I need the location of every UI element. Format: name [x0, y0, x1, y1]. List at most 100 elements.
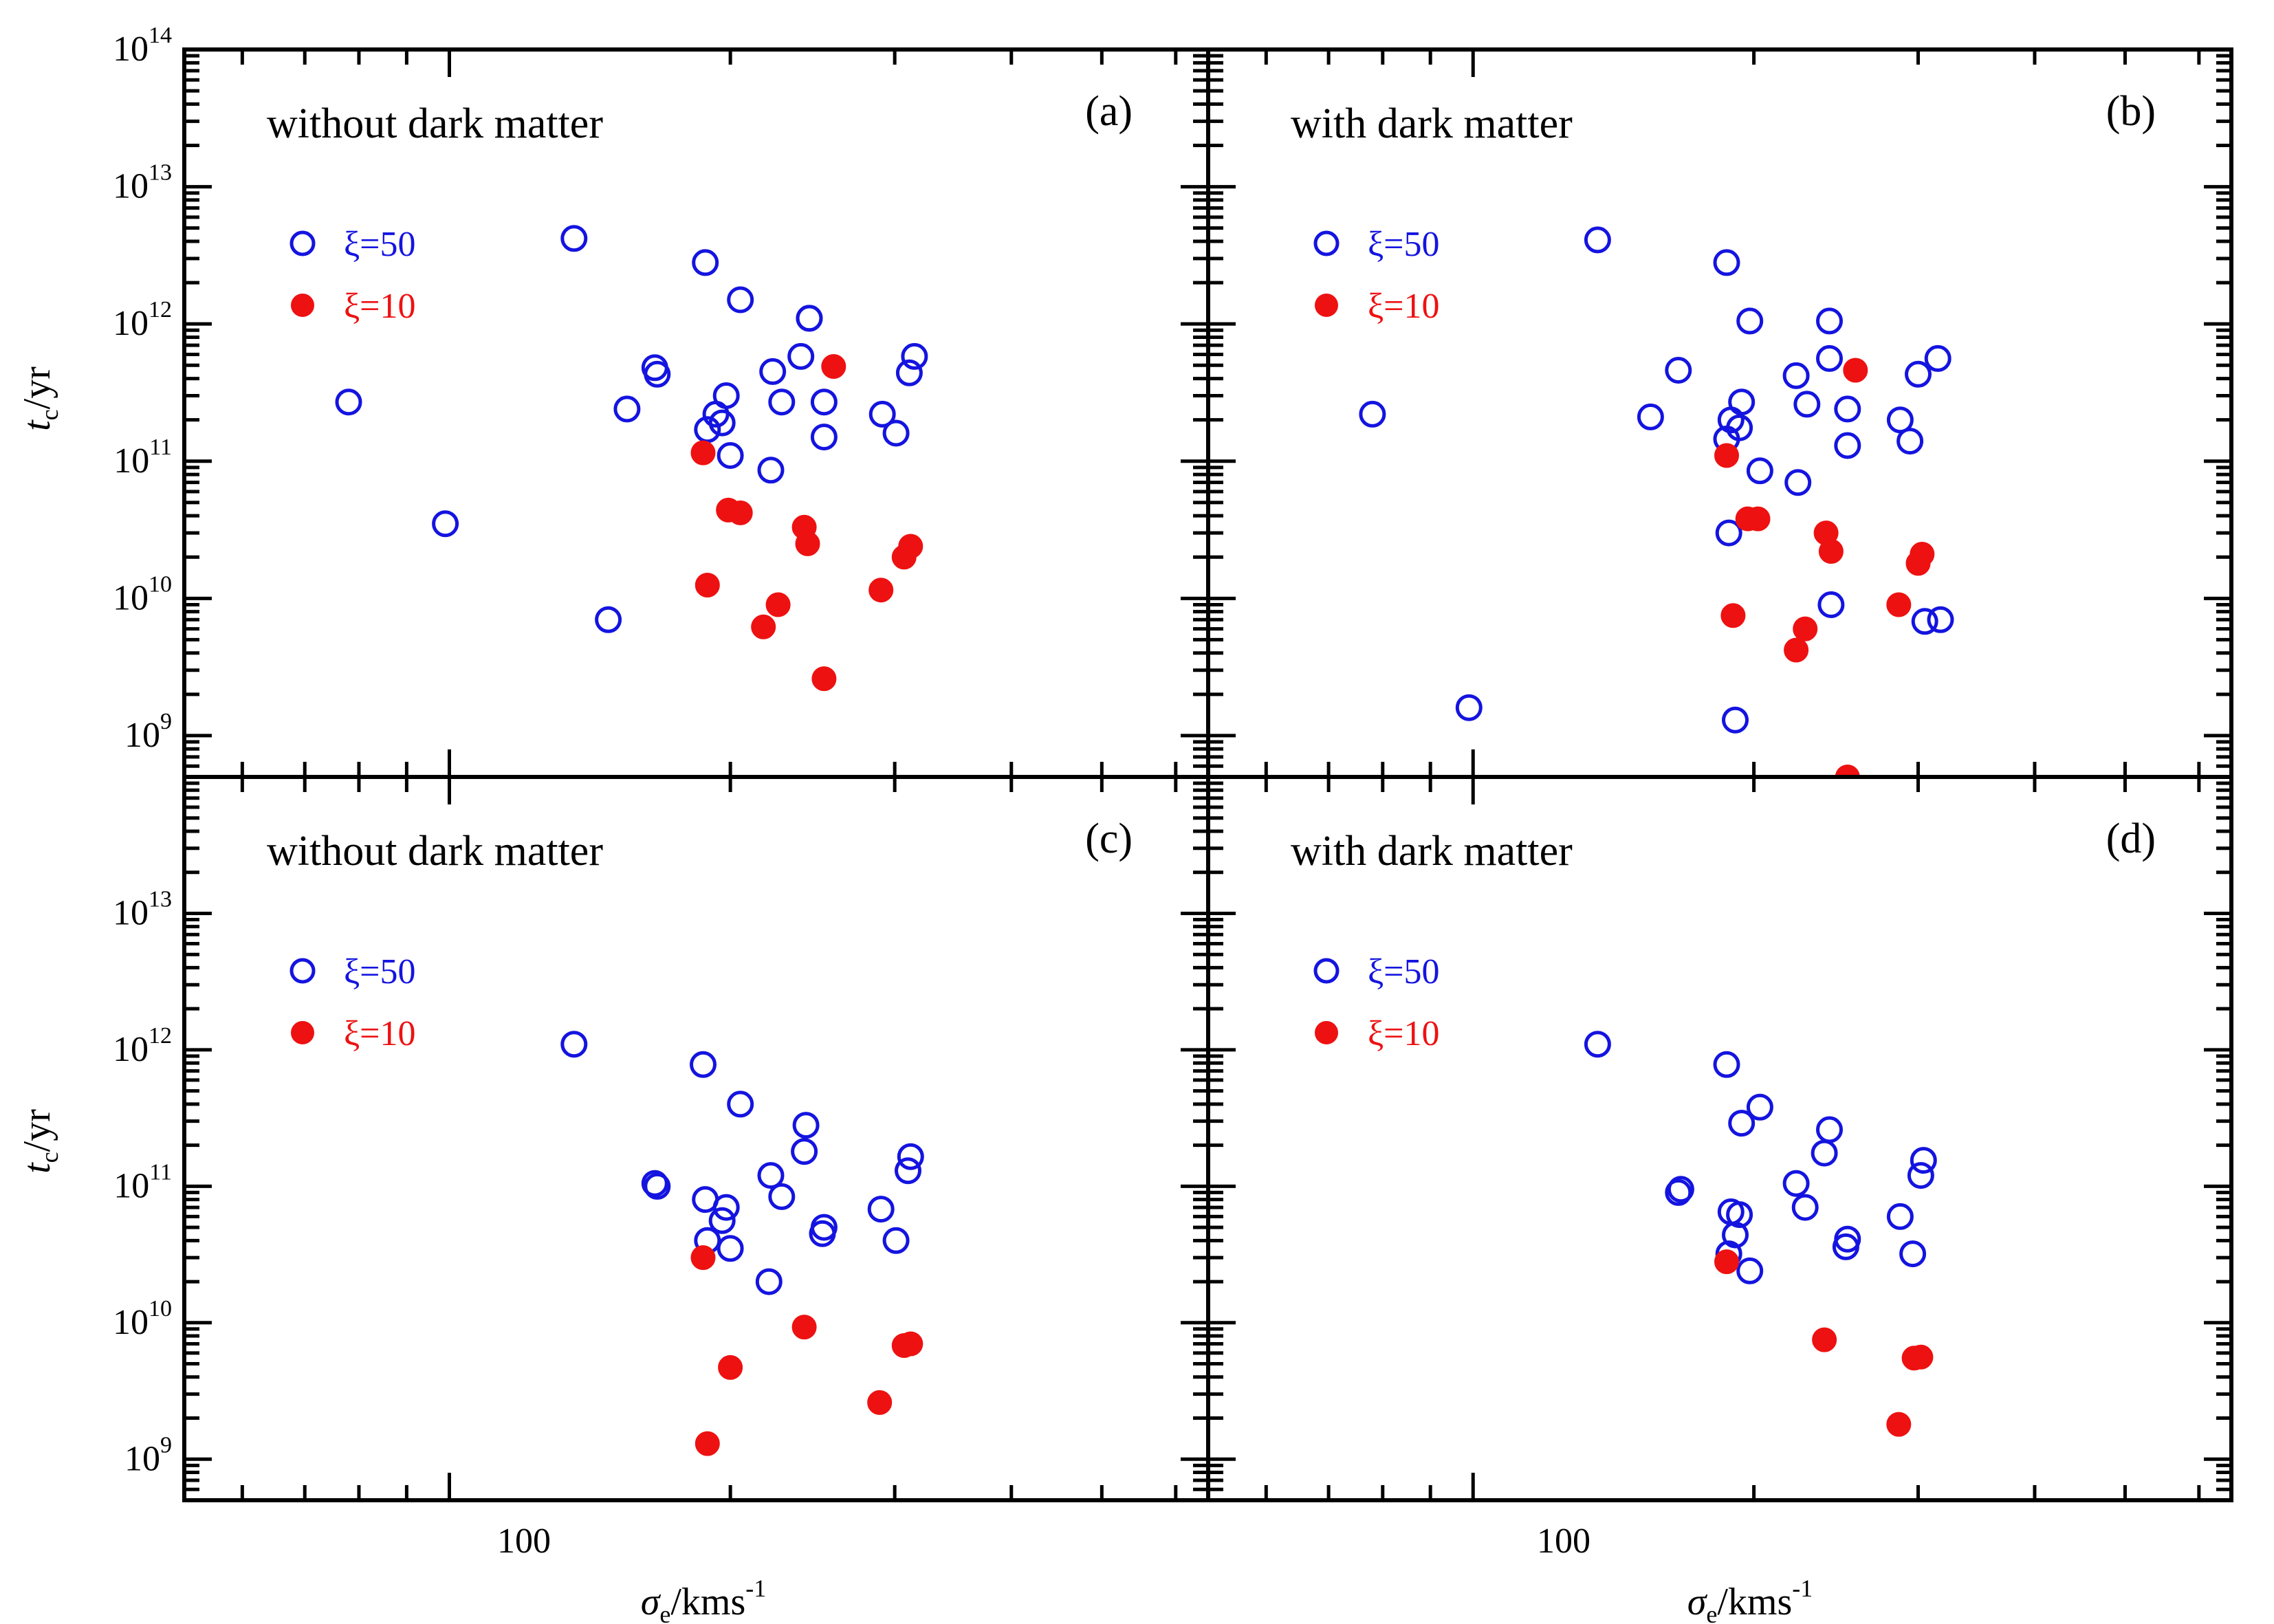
data-point-filled	[1843, 358, 1868, 383]
data-point-filled	[690, 440, 716, 465]
data-point-open	[1927, 606, 1954, 633]
y-tick-label: 1011	[113, 1159, 172, 1205]
panel-c: 109 1010 1011 1012 1013 without dark matter (c…	[113, 775, 1210, 1502]
data-point-open	[1728, 1110, 1756, 1137]
legend-label: ξ=10	[1368, 287, 1440, 326]
data-point-open	[757, 1162, 785, 1189]
y-tick-label: 1011	[113, 435, 172, 481]
legend-filled-circle-marker	[291, 294, 314, 317]
legend-filled-circle-marker	[291, 1021, 314, 1044]
data-point-open	[1784, 469, 1812, 496]
data-point-open	[708, 409, 736, 437]
data-point-open	[867, 1196, 895, 1223]
y-tick-label: 109	[124, 1432, 172, 1478]
data-point-open	[690, 1051, 717, 1078]
data-point-filled	[867, 1390, 893, 1415]
data-points	[335, 225, 928, 692]
data-point-open	[882, 419, 910, 447]
data-point-open	[727, 286, 754, 314]
panel-label: (c)	[1085, 815, 1133, 862]
y-tick-label: 1013	[113, 886, 172, 932]
data-point-open	[1834, 432, 1861, 459]
y-tick-label: 1012	[113, 1023, 172, 1069]
data-point-open	[895, 1157, 921, 1185]
data-point-open	[1896, 428, 1924, 455]
data-point-open	[1816, 344, 1843, 372]
data-point-open	[1905, 360, 1932, 388]
data-point-filled	[695, 573, 720, 597]
data-point-open	[895, 359, 923, 386]
data-point-open	[712, 1194, 740, 1221]
data-point-open	[727, 1090, 754, 1118]
data-point-filled	[811, 666, 837, 692]
data-point-open	[1791, 1194, 1819, 1221]
data-point-open	[1911, 608, 1938, 635]
y-axis-title-bottom: tc/yr	[16, 1109, 63, 1174]
data-point-open	[708, 1207, 736, 1234]
data-point-open	[1722, 1221, 1749, 1249]
panels-layer: 109 1010 1011 1012 1013 1014 without dark matt…	[113, 23, 2233, 1502]
data-point-filled	[1745, 506, 1771, 531]
data-point-filled	[690, 1245, 716, 1271]
data-point-filled	[868, 578, 894, 603]
data-point-open	[897, 1143, 924, 1170]
data-point-filled	[1784, 637, 1809, 663]
panel-title: with dark matter	[1291, 828, 1573, 875]
panel-b: with dark matter (b) ξ=50 ξ=10	[1206, 47, 2233, 779]
panel-label: (d)	[2106, 815, 2156, 862]
data-point-open	[1746, 1093, 1773, 1121]
data-point-open	[1782, 1170, 1810, 1197]
data-point-open	[1886, 1203, 1914, 1230]
data-point-open	[1736, 307, 1764, 335]
data-point-filled	[1714, 443, 1739, 468]
data-point-open	[810, 1214, 838, 1241]
data-point-filled	[791, 1315, 817, 1340]
y-tick-label: 1013	[113, 160, 172, 206]
plot-frame	[182, 775, 1210, 1502]
x-tick-label-right: 100	[1537, 1522, 1590, 1561]
panel-title: without dark matter	[267, 828, 603, 875]
legend-open-circle-marker	[289, 958, 316, 984]
data-point-open	[560, 225, 588, 252]
data-point-open	[1899, 1240, 1927, 1268]
data-point-open	[595, 606, 622, 633]
data-point-filled	[695, 1431, 720, 1456]
y-tick-label: 1010	[113, 571, 172, 617]
data-point-open	[882, 1227, 910, 1254]
data-point-open	[810, 424, 838, 451]
data-point-open	[1455, 694, 1483, 721]
panel-d: with dark matter (d) ξ=50 ξ=10	[1206, 775, 2233, 1502]
legend-label: ξ=10	[344, 1014, 416, 1053]
data-point-filled	[751, 614, 776, 639]
y-tick-label: 109	[124, 709, 172, 755]
data-point-open	[717, 442, 744, 469]
data-point-open	[641, 1170, 668, 1197]
data-point-open	[1722, 706, 1749, 734]
data-point-open	[1816, 307, 1843, 335]
panel-a: 109 1010 1011 1012 1013 1014 without dark matt…	[113, 23, 1210, 779]
y-tick-label: 1012	[113, 297, 172, 343]
data-point-filled	[898, 1331, 923, 1357]
data-point-filled	[718, 1354, 743, 1380]
legend-open-circle-marker	[1313, 958, 1340, 984]
data-point-open	[796, 305, 823, 332]
legend-label: ξ=50	[1368, 952, 1440, 991]
data-point-filled	[765, 592, 791, 617]
legend-label: ξ=10	[344, 287, 416, 326]
data-point-filled	[1886, 1412, 1912, 1437]
data-point-filled	[1908, 1344, 1934, 1370]
data-point-open	[1713, 1051, 1740, 1078]
x-axis-title-left: σe/kms-1	[641, 1574, 767, 1624]
data-point-filled	[1910, 542, 1935, 567]
plot-frame	[1206, 775, 2233, 1502]
data-points	[560, 1031, 924, 1456]
panel-title: without dark matter	[267, 100, 603, 147]
data-point-filled	[1835, 765, 1860, 777]
data-point-open	[712, 382, 740, 409]
data-points	[1359, 226, 1954, 777]
data-point-open	[868, 400, 896, 428]
y-tick-label: 1014	[113, 23, 172, 69]
data-point-open	[1584, 226, 1611, 254]
legend-open-circle-marker	[289, 230, 316, 256]
